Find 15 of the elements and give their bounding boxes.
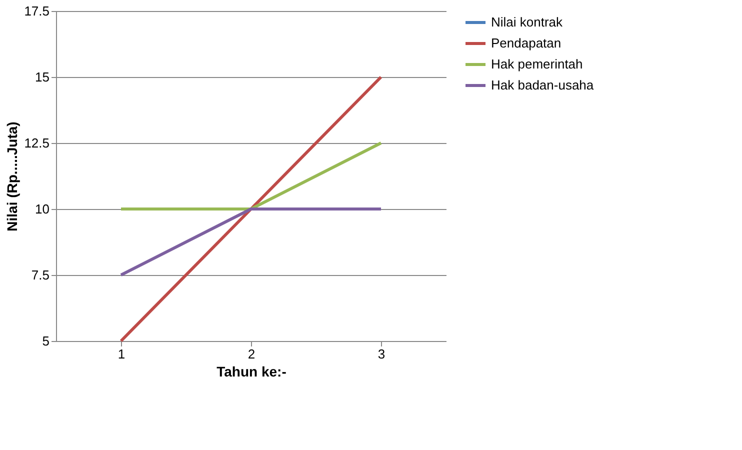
legend-label: Pendapatan — [491, 36, 562, 50]
legend-label: Hak pemerintah — [491, 56, 583, 72]
y-tick-label: 5 — [42, 334, 50, 348]
y-tick-label: 17.5 — [24, 4, 50, 18]
x-axis-title: Tahun ke:- — [216, 364, 287, 380]
x-tick-label: 3 — [378, 346, 386, 362]
legend-label: Nilai kontrak — [491, 14, 564, 30]
legend-label: Hak badan-usaha — [491, 78, 594, 92]
y-tick-label: 10 — [35, 202, 50, 216]
x-tick-label: 1 — [118, 346, 126, 362]
y-tick-label: 12.5 — [24, 136, 50, 150]
y-axis-title: Nilai (Rp.....Juta) — [4, 122, 20, 232]
x-tick-label: 2 — [248, 346, 256, 362]
y-tick-label: 7.5 — [31, 268, 50, 282]
y-tick-label: 15 — [35, 70, 50, 84]
